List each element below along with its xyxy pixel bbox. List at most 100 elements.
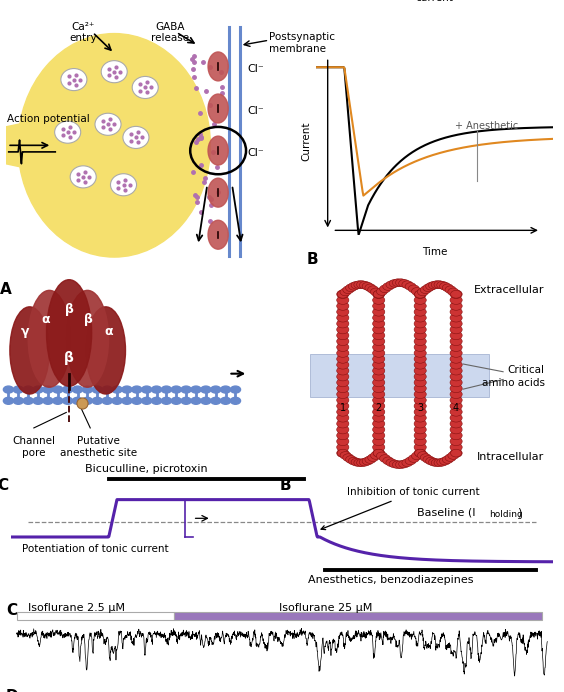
Circle shape xyxy=(414,408,426,416)
Circle shape xyxy=(70,166,96,188)
Text: Isoflurane 25 μM: Isoflurane 25 μM xyxy=(279,603,372,612)
Circle shape xyxy=(181,386,191,393)
Circle shape xyxy=(142,397,152,404)
Text: Time: Time xyxy=(422,247,447,257)
Circle shape xyxy=(151,386,161,393)
Circle shape xyxy=(343,286,354,293)
Text: Extracellular: Extracellular xyxy=(474,285,545,295)
Circle shape xyxy=(373,349,385,357)
Circle shape xyxy=(393,461,403,468)
Text: 1: 1 xyxy=(340,403,346,412)
Text: β: β xyxy=(65,303,73,316)
Circle shape xyxy=(230,397,241,404)
Circle shape xyxy=(434,281,445,289)
Circle shape xyxy=(373,449,385,457)
Text: 4: 4 xyxy=(453,403,459,412)
Circle shape xyxy=(414,325,426,334)
Circle shape xyxy=(373,291,384,298)
Circle shape xyxy=(151,397,161,404)
Circle shape xyxy=(395,279,407,286)
Circle shape xyxy=(445,454,456,462)
Circle shape xyxy=(211,386,221,393)
Circle shape xyxy=(450,296,462,304)
Circle shape xyxy=(33,397,43,404)
Circle shape xyxy=(373,384,385,392)
Circle shape xyxy=(414,331,426,340)
Circle shape xyxy=(450,343,462,352)
Circle shape xyxy=(373,443,385,451)
Circle shape xyxy=(414,390,426,399)
Circle shape xyxy=(373,379,385,387)
Circle shape xyxy=(371,288,381,295)
Ellipse shape xyxy=(86,307,125,394)
Circle shape xyxy=(112,397,122,404)
Circle shape xyxy=(346,284,356,292)
Text: Postsynaptic
membrane: Postsynaptic membrane xyxy=(270,33,336,54)
Circle shape xyxy=(450,426,462,434)
Circle shape xyxy=(386,459,397,466)
Circle shape xyxy=(373,320,385,328)
Circle shape xyxy=(340,288,351,295)
Circle shape xyxy=(337,343,349,352)
Circle shape xyxy=(450,414,462,422)
Circle shape xyxy=(337,367,349,375)
Circle shape xyxy=(415,449,426,457)
Circle shape xyxy=(450,396,462,404)
Circle shape xyxy=(132,76,158,98)
Circle shape xyxy=(414,419,426,428)
Circle shape xyxy=(405,457,416,465)
Text: holding: holding xyxy=(489,510,523,519)
Circle shape xyxy=(450,325,462,334)
Text: Cl⁻: Cl⁻ xyxy=(248,106,265,116)
Circle shape xyxy=(161,397,171,404)
Circle shape xyxy=(389,280,400,287)
Circle shape xyxy=(414,426,426,434)
Circle shape xyxy=(373,408,385,416)
Circle shape xyxy=(52,397,63,404)
Text: C: C xyxy=(0,478,8,493)
Circle shape xyxy=(337,443,349,451)
Text: Isoflurane 2.5 μM: Isoflurane 2.5 μM xyxy=(28,603,125,612)
Circle shape xyxy=(389,460,400,468)
Circle shape xyxy=(63,386,73,393)
Circle shape xyxy=(337,331,349,340)
Ellipse shape xyxy=(208,94,228,123)
Text: β: β xyxy=(64,351,74,365)
Circle shape xyxy=(414,308,426,316)
Circle shape xyxy=(171,386,181,393)
Text: Putative
anesthetic site: Putative anesthetic site xyxy=(60,436,137,458)
Circle shape xyxy=(337,313,349,322)
Text: D: D xyxy=(6,689,19,692)
Circle shape xyxy=(373,419,385,428)
Circle shape xyxy=(383,282,394,291)
Circle shape xyxy=(450,349,462,357)
Circle shape xyxy=(23,397,33,404)
Circle shape xyxy=(102,397,112,404)
Text: 2: 2 xyxy=(376,403,382,412)
Circle shape xyxy=(420,286,431,293)
Circle shape xyxy=(373,431,385,439)
Circle shape xyxy=(414,337,426,345)
Circle shape xyxy=(337,308,349,316)
Circle shape xyxy=(450,402,462,410)
Circle shape xyxy=(373,390,385,399)
Circle shape xyxy=(92,397,102,404)
Circle shape xyxy=(337,379,349,387)
Circle shape xyxy=(92,386,102,393)
Circle shape xyxy=(451,291,461,298)
Circle shape xyxy=(450,437,462,446)
Circle shape xyxy=(426,457,437,465)
Circle shape xyxy=(373,291,384,298)
Circle shape xyxy=(399,280,410,287)
Circle shape xyxy=(181,397,191,404)
Circle shape xyxy=(414,296,426,304)
Text: A: A xyxy=(0,282,11,297)
Circle shape xyxy=(111,174,136,196)
Circle shape xyxy=(451,449,461,457)
Text: Cl⁻: Cl⁻ xyxy=(248,64,265,74)
Text: Intracellular: Intracellular xyxy=(477,452,545,462)
Circle shape xyxy=(450,419,462,428)
Circle shape xyxy=(337,296,349,304)
Circle shape xyxy=(72,397,82,404)
Circle shape xyxy=(337,320,349,328)
